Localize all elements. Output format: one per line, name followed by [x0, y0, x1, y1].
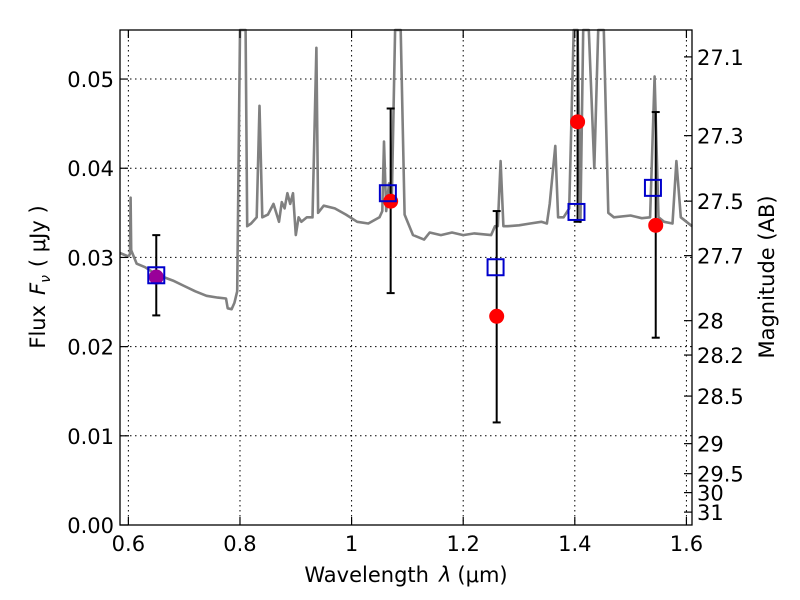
x-tick-label: 1.6	[670, 532, 703, 556]
x-tick-label: 1.4	[558, 532, 591, 556]
observed-points	[148, 114, 664, 324]
y-tick-label: 0.00	[67, 514, 114, 538]
mag-tick-label: 28	[697, 310, 724, 334]
model-phot-square	[378, 184, 397, 203]
model-phot-square	[643, 178, 662, 197]
y-tick-label: 0.01	[67, 425, 114, 449]
y-tick-label: 0.03	[67, 246, 114, 270]
model-spectrum-line	[119, 28, 693, 311]
mag-tick-label: 28.2	[697, 344, 744, 368]
observed-point	[148, 269, 164, 285]
mag-tick-label: 27.3	[697, 125, 744, 149]
x-tick-label: 0.6	[112, 532, 145, 556]
model-phot-square	[486, 258, 505, 277]
x-tick-label: 0.8	[223, 532, 256, 556]
mag-tick-label: 29.5	[697, 463, 744, 487]
model-phot-square	[567, 202, 586, 221]
observed-point	[648, 217, 664, 233]
mag-tick-label: 31	[697, 501, 724, 525]
x-tick-label: 1.2	[446, 532, 479, 556]
model-photometry-points	[147, 178, 662, 285]
y2-axis-title: Magnitude (AB)	[755, 195, 779, 358]
mag-tick-label: 27.1	[697, 46, 744, 70]
mag-tick-label: 28.5	[697, 385, 744, 409]
observed-point	[570, 114, 586, 130]
mag-tick-label: 27.5	[697, 190, 744, 214]
observed-point	[489, 308, 505, 324]
model-spectrum	[119, 28, 693, 311]
y-tick-label: 0.04	[67, 157, 114, 181]
plot-frame	[119, 29, 693, 526]
x-tick-label: 1	[345, 532, 358, 556]
mag-tick-label: 30	[697, 482, 724, 506]
mag-tick-label: 27.7	[697, 245, 744, 269]
model-phot-square	[147, 266, 166, 285]
axis-ticks	[120, 30, 692, 526]
y-tick-label: 0.02	[67, 336, 114, 360]
mag-tick-label: 29	[697, 433, 724, 457]
y-tick-label: 0.05	[67, 68, 114, 92]
x-axis-title: Wavelength λ (μm)	[304, 563, 507, 587]
y-axis-title: FluxFν( μJy )	[26, 205, 54, 348]
